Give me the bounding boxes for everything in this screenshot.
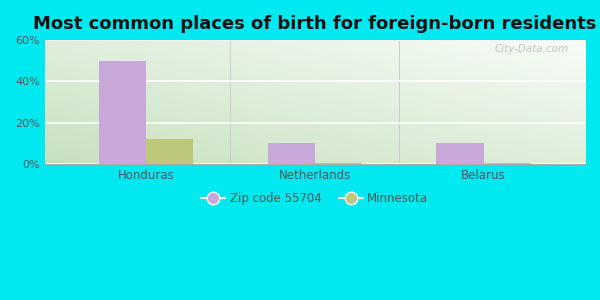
Title: Most common places of birth for foreign-born residents: Most common places of birth for foreign-… (33, 15, 596, 33)
Bar (484, 163, 531, 164)
Legend: Zip code 55704, Minnesota: Zip code 55704, Minnesota (197, 188, 433, 210)
Bar (436, 143, 484, 164)
Bar (98, 61, 146, 164)
Text: City-Data.com: City-Data.com (494, 44, 569, 54)
Bar (146, 139, 193, 164)
Bar (268, 143, 315, 164)
